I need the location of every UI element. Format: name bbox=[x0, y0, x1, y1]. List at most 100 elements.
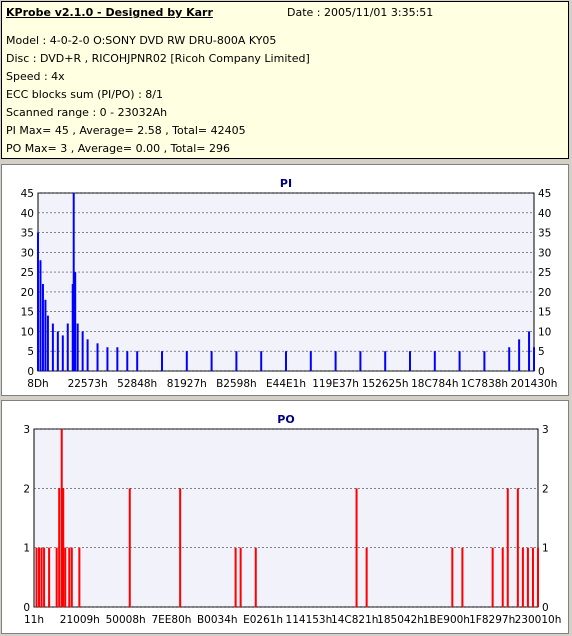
pi-bar bbox=[528, 331, 531, 371]
po-chart: PO 0 0 1 1 2 2 3 3 11h 21009h 50008h 7EE80h B0034h E02… bbox=[23, 413, 562, 626]
pi-bar bbox=[409, 351, 411, 371]
range-line: Scanned range : 0 - 23032Ah bbox=[6, 106, 168, 119]
pi-bar bbox=[61, 335, 64, 371]
pi-bar bbox=[260, 351, 263, 371]
po-bar bbox=[35, 547, 38, 607]
pi-chart-title: PI bbox=[280, 177, 292, 190]
pi-bar bbox=[126, 351, 129, 371]
pi-ytick-left: 5 bbox=[27, 346, 34, 358]
po-xtick: 14C821h bbox=[331, 614, 378, 626]
po-xtick: 11h bbox=[24, 614, 44, 626]
pi-bar bbox=[74, 272, 77, 371]
pi-ytick-right: 10 bbox=[538, 326, 551, 338]
pi-bar bbox=[66, 323, 69, 371]
pi-ytick-right: 45 bbox=[538, 188, 551, 200]
disc-line: Disc : DVD+R , RICOHJPNR02 [Ricoh Compan… bbox=[6, 52, 310, 65]
pi-bar bbox=[210, 351, 213, 371]
pi-ytick-left: 45 bbox=[21, 188, 34, 200]
pi-ytick-right: 0 bbox=[538, 366, 545, 378]
po-chart-title: PO bbox=[277, 413, 294, 426]
pi-bar bbox=[56, 331, 59, 371]
pi-ytick-right: 35 bbox=[538, 228, 551, 240]
po-xtick: 185042h bbox=[377, 614, 424, 626]
pi-bar bbox=[359, 351, 362, 371]
po-bar bbox=[536, 547, 540, 607]
po-bar bbox=[179, 488, 182, 607]
pi-bar bbox=[384, 351, 387, 371]
pi-bar bbox=[161, 351, 163, 371]
pi-bar bbox=[508, 347, 511, 371]
po-bar bbox=[254, 547, 257, 607]
pi-ytick-left: 15 bbox=[21, 307, 34, 319]
pi-chart: PI 0 0 5 5 10 10 15 15 20 20 25 25 30 30 35 35 40 40 45 45 8D… bbox=[21, 177, 558, 390]
po-bar bbox=[234, 547, 237, 607]
pi-ytick-left: 35 bbox=[21, 228, 34, 240]
po-bar bbox=[491, 547, 494, 607]
po-bar bbox=[38, 547, 41, 607]
pi-bar bbox=[334, 351, 337, 371]
pi-ytick-right: 20 bbox=[538, 287, 551, 299]
pi-bar bbox=[285, 351, 287, 371]
po-bar bbox=[531, 547, 534, 607]
po-ytick-left: 0 bbox=[23, 602, 30, 614]
pi-bar bbox=[116, 347, 119, 371]
pi-bar bbox=[458, 351, 461, 371]
po-bar bbox=[365, 547, 368, 607]
po-bar bbox=[521, 547, 524, 607]
pi-bar bbox=[96, 343, 99, 371]
pi-xtick: 22573h bbox=[68, 378, 108, 390]
po-bar bbox=[48, 547, 51, 607]
pi-xtick: 52848h bbox=[117, 378, 157, 390]
po-ytick-right: 1 bbox=[542, 543, 549, 555]
po-bar bbox=[526, 547, 529, 607]
pi-chart-panel: PI 0 0 5 5 10 10 15 15 20 20 25 25 30 30 35 35 40 40 45 45 8D… bbox=[1, 164, 569, 396]
po-bar bbox=[355, 488, 358, 607]
pi-bar bbox=[37, 232, 39, 371]
po-xtick: 50008h bbox=[106, 614, 146, 626]
pi-bar bbox=[106, 347, 109, 371]
pi-bar bbox=[185, 351, 188, 371]
pi-bar bbox=[136, 351, 139, 371]
po-xtick: 230010h bbox=[515, 614, 562, 626]
pi-xtick: 1C7838h bbox=[461, 378, 508, 390]
po-bar bbox=[516, 488, 519, 607]
po-bar bbox=[501, 547, 504, 607]
pi-xtick: 81927h bbox=[167, 378, 207, 390]
po-ytick-left: 1 bbox=[23, 543, 30, 555]
pi-ytick-left: 10 bbox=[21, 326, 34, 338]
po-bar bbox=[55, 547, 58, 607]
pi-bar bbox=[72, 193, 75, 371]
pi-bar bbox=[433, 351, 436, 371]
po-bar bbox=[128, 488, 131, 607]
po-bar bbox=[461, 547, 464, 607]
pi-xtick: 119E37h bbox=[312, 378, 359, 390]
po-stats-line: PO Max= 3 , Average= 0.00 , Total= 296 bbox=[6, 142, 230, 155]
pi-ytick-right: 25 bbox=[538, 267, 551, 279]
po-bar bbox=[58, 488, 61, 607]
po-bar bbox=[40, 547, 43, 607]
pi-bar bbox=[76, 323, 79, 371]
po-xtick: 1BE900h bbox=[423, 614, 470, 626]
po-bar bbox=[64, 547, 67, 607]
pi-ytick-right: 5 bbox=[538, 346, 545, 358]
pi-ytick-left: 30 bbox=[21, 247, 34, 259]
po-bar bbox=[506, 488, 509, 607]
pi-bar bbox=[41, 283, 44, 371]
pi-xtick: 152625h bbox=[362, 378, 409, 390]
pi-bar bbox=[86, 339, 89, 371]
pi-xtick: B2598h bbox=[216, 378, 257, 390]
po-ytick-right: 2 bbox=[542, 483, 549, 495]
pi-ytick-left: 20 bbox=[21, 287, 34, 299]
po-bar bbox=[68, 547, 71, 607]
pi-xtick: 201430h bbox=[511, 378, 558, 390]
pi-bar bbox=[533, 347, 535, 371]
pi-ytick-left: 0 bbox=[27, 366, 34, 378]
scan-date: Date : 2005/11/01 3:35:51 bbox=[287, 6, 434, 19]
po-bar bbox=[43, 547, 46, 607]
po-bar bbox=[70, 547, 73, 607]
pi-ytick-left: 25 bbox=[21, 267, 34, 279]
pi-ytick-right: 30 bbox=[538, 247, 551, 259]
po-ytick-left: 2 bbox=[23, 483, 30, 495]
po-xtick: 7EE80h bbox=[151, 614, 191, 626]
po-bar bbox=[239, 547, 242, 607]
